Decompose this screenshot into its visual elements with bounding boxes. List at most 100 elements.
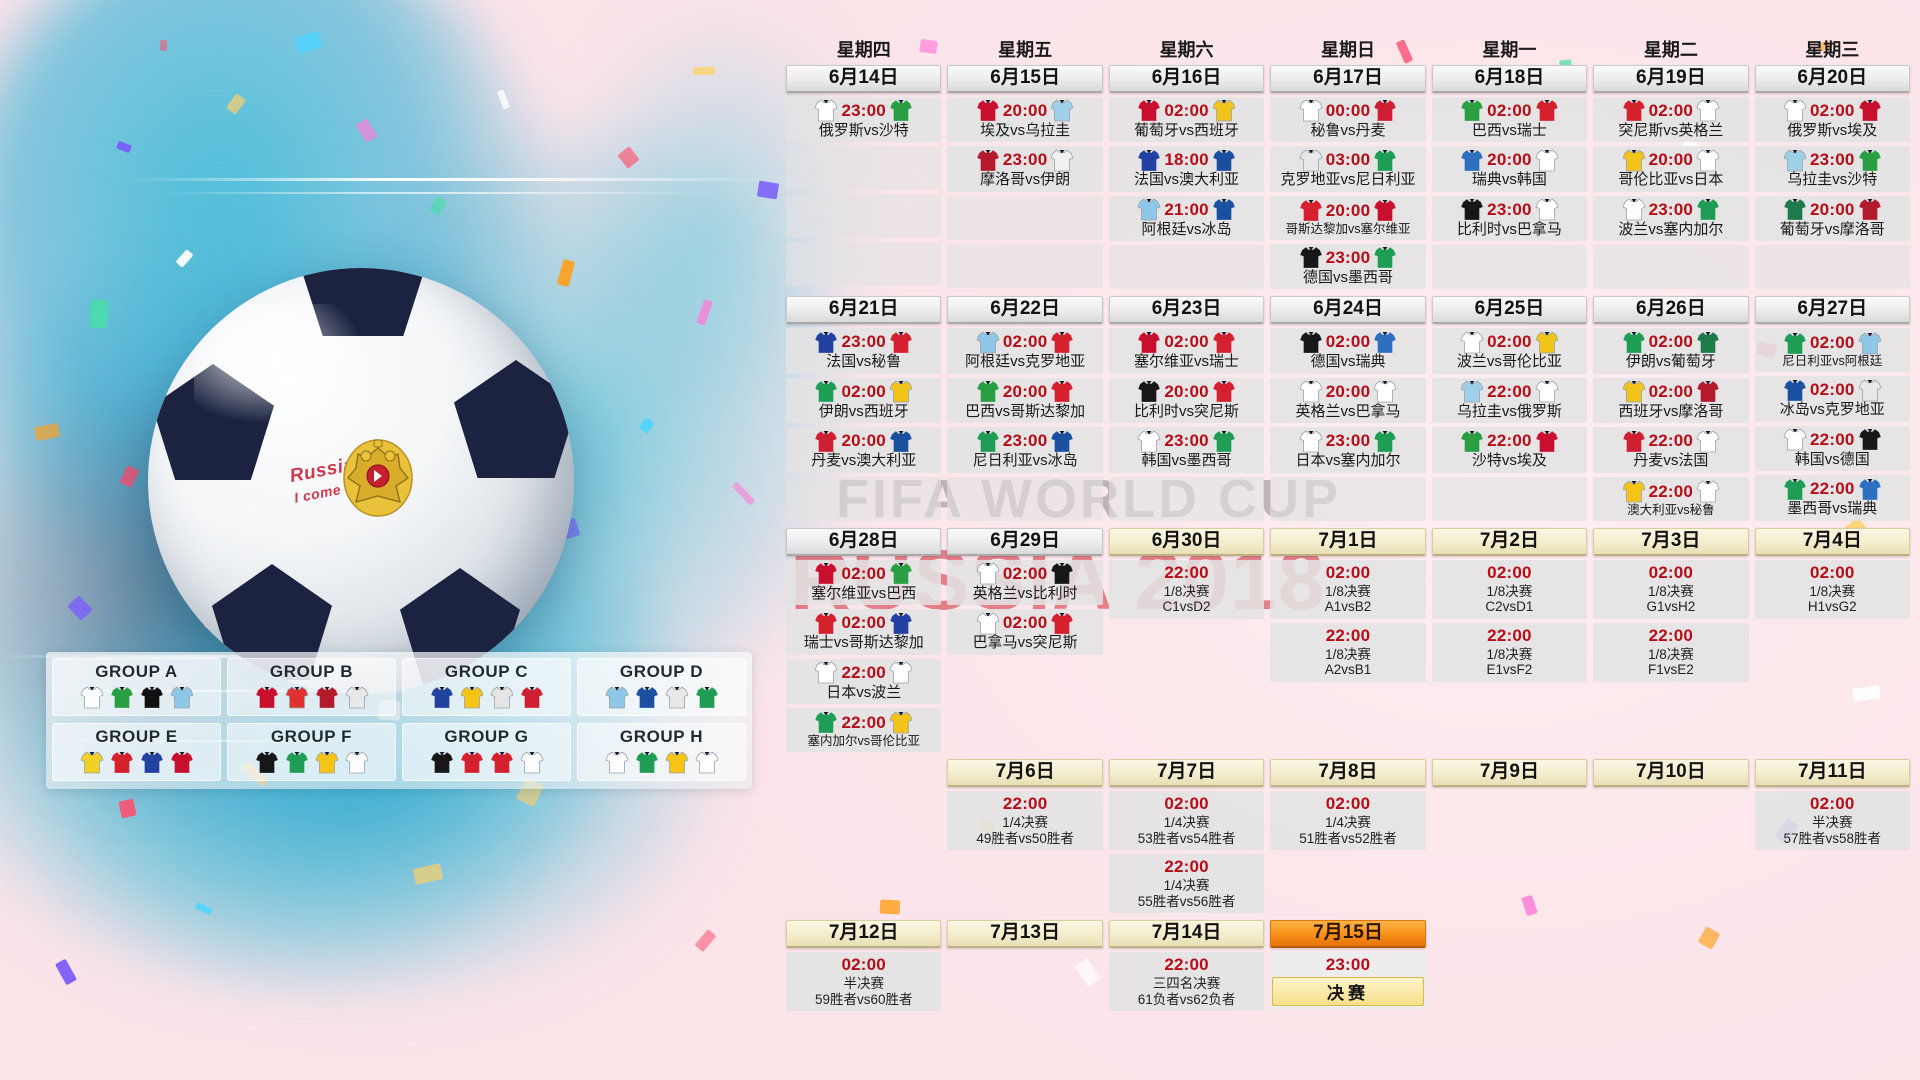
knockout-match-cell[interactable]: 02:00 半决赛 57胜者vs58胜者 — [1754, 791, 1910, 851]
date-header[interactable]: 6月24日 — [1270, 296, 1426, 325]
group-match-cell[interactable]: 02:00 塞尔维亚vs巴西 — [786, 559, 942, 606]
group-match-cell[interactable]: 02:00 巴西vs瑞士 — [1431, 96, 1588, 143]
group-match-cell[interactable]: 02:00 塞尔维亚vs瑞士 — [1108, 328, 1265, 374]
group-match-cell[interactable]: 03:00 克罗地亚vs尼日利亚 — [1270, 146, 1426, 192]
knockout-match-cell[interactable]: 02:00 1/4决赛 51胜者vs52胜者 — [1270, 791, 1426, 851]
date-header[interactable]: 6月22日 — [947, 296, 1103, 325]
group-match-cell[interactable]: 23:00 俄罗斯vs沙特 — [786, 96, 942, 143]
group-box-group-d[interactable]: GROUP D — [577, 658, 746, 716]
date-header[interactable]: 7月11日 — [1754, 759, 1910, 788]
group-match-cell[interactable]: 02:00 英格兰vs比利时 — [947, 559, 1103, 606]
date-header[interactable]: 6月23日 — [1108, 296, 1265, 325]
group-match-cell[interactable]: 02:00 德国vs瑞典 — [1270, 328, 1426, 374]
group-match-cell[interactable]: 22:00 日本vs波兰 — [786, 658, 942, 705]
group-match-cell[interactable]: 02:00 波兰vs哥伦比亚 — [1431, 328, 1588, 374]
group-match-cell[interactable]: 02:00 突尼斯vs英格兰 — [1593, 96, 1749, 143]
date-header[interactable]: 6月17日 — [1270, 65, 1426, 93]
group-box-group-b[interactable]: GROUP B — [227, 658, 396, 716]
date-header[interactable]: 6月19日 — [1593, 65, 1749, 93]
date-header[interactable]: 7月7日 — [1108, 759, 1265, 788]
knockout-match-cell[interactable]: 02:00 1/8决赛 G1vsH2 — [1593, 559, 1749, 619]
knockout-match-cell[interactable]: 02:00 1/4决赛 53胜者vs54胜者 — [1108, 791, 1265, 851]
knockout-match-cell[interactable]: 22:00 1/4决赛 55胜者vs56胜者 — [1108, 854, 1265, 914]
date-header[interactable]: 6月26日 — [1593, 296, 1749, 325]
group-match-cell[interactable]: 22:00 乌拉圭vs俄罗斯 — [1431, 377, 1588, 424]
date-header[interactable]: 6月29日 — [947, 527, 1103, 556]
group-box-group-h[interactable]: GROUP H — [577, 723, 746, 781]
group-match-cell[interactable]: 02:00 巴拿马vs突尼斯 — [947, 609, 1103, 655]
group-match-cell[interactable]: 02:00 俄罗斯vs埃及 — [1754, 96, 1910, 143]
knockout-match-cell[interactable]: 22:00 1/8决赛 C1vsD2 — [1108, 559, 1265, 619]
group-match-cell[interactable]: 22:00 沙特vs埃及 — [1431, 427, 1588, 473]
date-header[interactable]: 6月14日 — [786, 65, 942, 93]
date-header[interactable]: 7月1日 — [1270, 527, 1426, 556]
date-header[interactable]: 6月25日 — [1431, 296, 1588, 325]
date-header[interactable]: 7月8日 — [1270, 759, 1426, 788]
knockout-match-cell[interactable]: 02:00 1/8决赛 A1vsB2 — [1270, 559, 1426, 619]
group-match-cell[interactable]: 22:00 塞内加尔vs哥伦比亚 — [786, 708, 942, 753]
group-match-cell[interactable]: 22:00 墨西哥vs瑞典 — [1754, 475, 1910, 521]
group-match-cell[interactable]: 18:00 法国vs澳大利亚 — [1108, 146, 1265, 192]
group-match-cell[interactable]: 20:00 巴西vs哥斯达黎加 — [947, 377, 1103, 424]
group-box-group-f[interactable]: GROUP F — [227, 723, 396, 781]
date-header[interactable]: 6月18日 — [1431, 65, 1588, 93]
group-match-cell[interactable]: 02:00 葡萄牙vs西班牙 — [1108, 96, 1265, 143]
group-match-cell[interactable]: 20:00 瑞典vs韩国 — [1431, 146, 1588, 192]
knockout-match-cell[interactable]: 22:00 1/8决赛 E1vsF2 — [1431, 622, 1588, 682]
date-header[interactable]: 7月9日 — [1431, 759, 1588, 788]
group-match-cell[interactable]: 23:00 法国vs秘鲁 — [786, 328, 942, 374]
group-box-group-g[interactable]: GROUP G — [402, 723, 571, 781]
group-match-cell[interactable]: 22:00 韩国vs德国 — [1754, 425, 1910, 472]
group-match-cell[interactable]: 23:00 摩洛哥vs伊朗 — [947, 146, 1103, 192]
group-match-cell[interactable]: 02:00 西班牙vs摩洛哥 — [1593, 377, 1749, 424]
group-match-cell[interactable]: 23:00 乌拉圭vs沙特 — [1754, 146, 1910, 192]
group-match-cell[interactable]: 02:00 瑞士vs哥斯达黎加 — [786, 609, 942, 655]
date-header[interactable]: 7月2日 — [1431, 527, 1588, 556]
date-header[interactable]: 6月20日 — [1754, 65, 1910, 93]
group-match-cell[interactable]: 23:00 韩国vs墨西哥 — [1108, 427, 1265, 473]
date-header[interactable]: 7月12日 — [786, 920, 942, 949]
knockout-match-cell[interactable]: 02:00 1/8决赛 H1vsG2 — [1754, 559, 1910, 619]
group-match-cell[interactable]: 21:00 阿根廷vs冰岛 — [1108, 195, 1265, 242]
knockout-match-cell[interactable]: 22:00 1/8决赛 A2vsB1 — [1270, 622, 1426, 682]
group-match-cell[interactable]: 23:00 尼日利亚vs冰岛 — [947, 427, 1103, 473]
date-header[interactable]: 7月13日 — [947, 920, 1103, 949]
group-match-cell[interactable]: 20:00 埃及vs乌拉圭 — [947, 96, 1103, 143]
group-match-cell[interactable]: 02:00 伊朗vs西班牙 — [786, 377, 942, 424]
group-match-cell[interactable]: 02:00 尼日利亚vs阿根廷 — [1754, 328, 1910, 373]
group-match-cell[interactable]: 22:00 澳大利亚vs秘鲁 — [1593, 476, 1749, 521]
date-header[interactable]: 7月15日 — [1270, 920, 1426, 949]
group-match-cell[interactable]: 20:00 葡萄牙vs摩洛哥 — [1754, 195, 1910, 242]
group-match-cell[interactable]: 23:00 波兰vs塞内加尔 — [1593, 195, 1749, 242]
group-match-cell[interactable]: 02:00 冰岛vs克罗地亚 — [1754, 376, 1910, 422]
group-match-cell[interactable]: 20:00 英格兰vs巴拿马 — [1270, 377, 1426, 424]
final-match-cell[interactable]: 23:00 决赛 — [1270, 952, 1426, 1011]
group-match-cell[interactable]: 02:00 伊朗vs葡萄牙 — [1593, 328, 1749, 374]
date-header[interactable]: 7月3日 — [1593, 527, 1749, 556]
date-header[interactable]: 6月30日 — [1108, 527, 1265, 556]
date-header[interactable]: 7月6日 — [947, 759, 1103, 788]
knockout-match-cell[interactable]: 02:00 半决赛 59胜者vs60胜者 — [786, 952, 942, 1012]
date-header[interactable]: 6月27日 — [1754, 296, 1910, 325]
group-match-cell[interactable]: 23:00 比利时vs巴拿马 — [1431, 195, 1588, 242]
date-header[interactable]: 7月4日 — [1754, 527, 1910, 556]
date-header[interactable]: 6月21日 — [786, 296, 942, 325]
group-box-group-e[interactable]: GROUP E — [52, 723, 221, 781]
group-match-cell[interactable]: 23:00 日本vs塞内加尔 — [1270, 427, 1426, 473]
date-header[interactable]: 7月14日 — [1108, 920, 1265, 949]
group-match-cell[interactable]: 02:00 阿根廷vs克罗地亚 — [947, 328, 1103, 374]
group-match-cell[interactable]: 22:00 丹麦vs法国 — [1593, 427, 1749, 473]
group-match-cell[interactable]: 23:00 德国vs墨西哥 — [1270, 243, 1426, 290]
group-match-cell[interactable]: 20:00 哥斯达黎加vs塞尔维亚 — [1270, 195, 1426, 240]
knockout-match-cell[interactable]: 22:00 1/8决赛 F1vsE2 — [1593, 622, 1749, 682]
group-match-cell[interactable]: 20:00 丹麦vs澳大利亚 — [786, 427, 942, 473]
date-header[interactable]: 6月16日 — [1108, 65, 1265, 93]
group-box-group-a[interactable]: GROUP A — [52, 658, 221, 716]
knockout-match-cell[interactable]: 22:00 三四名决赛 61负者vs62负者 — [1108, 952, 1265, 1012]
date-header[interactable]: 7月10日 — [1593, 759, 1749, 788]
group-match-cell[interactable]: 20:00 比利时vs突尼斯 — [1108, 377, 1265, 424]
group-match-cell[interactable]: 20:00 哥伦比亚vs日本 — [1593, 146, 1749, 192]
date-header[interactable]: 6月15日 — [947, 65, 1103, 93]
group-box-group-c[interactable]: GROUP C — [402, 658, 571, 716]
group-match-cell[interactable]: 00:00 秘鲁vs丹麦 — [1270, 96, 1426, 143]
